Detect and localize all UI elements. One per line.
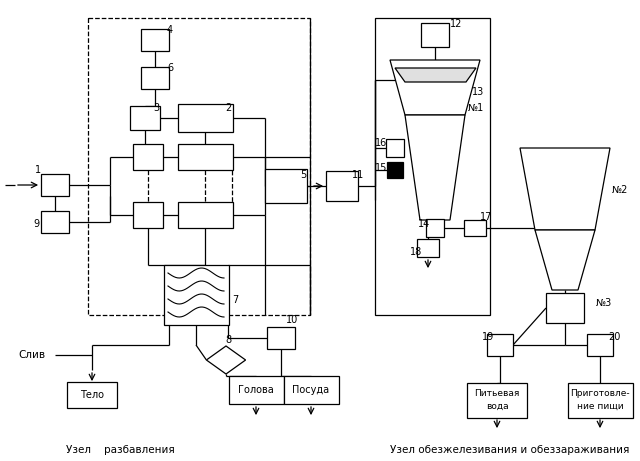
Bar — [587, 334, 613, 356]
Text: 7: 7 — [232, 295, 238, 305]
Text: 11: 11 — [352, 170, 364, 180]
Text: 9: 9 — [33, 219, 39, 229]
Polygon shape — [206, 346, 246, 374]
Bar — [88, 18, 310, 315]
Text: Посуда: Посуда — [292, 385, 330, 395]
Text: 6: 6 — [167, 63, 173, 73]
Bar — [464, 220, 486, 236]
Bar — [228, 376, 284, 404]
Bar — [141, 67, 169, 89]
Text: №2: №2 — [612, 185, 628, 195]
Text: Слив: Слив — [18, 350, 45, 360]
Text: 8: 8 — [225, 335, 231, 345]
Text: 19: 19 — [482, 332, 494, 342]
Bar — [41, 174, 69, 196]
Bar — [387, 162, 403, 178]
Text: №1: №1 — [468, 103, 484, 113]
Bar — [141, 29, 169, 51]
Polygon shape — [390, 60, 480, 115]
Text: 10: 10 — [286, 315, 298, 325]
Bar — [133, 144, 163, 170]
Bar — [568, 383, 632, 418]
Text: Узел    разбавления: Узел разбавления — [66, 445, 174, 455]
Bar — [421, 23, 449, 47]
Bar — [265, 169, 307, 203]
Bar — [41, 211, 69, 233]
Bar — [67, 382, 117, 408]
Text: Узел обезжелезивания и обеззараживания: Узел обезжелезивания и обеззараживания — [390, 445, 630, 455]
Text: 5: 5 — [300, 170, 307, 180]
Text: 15: 15 — [375, 163, 387, 173]
Polygon shape — [405, 115, 465, 220]
Bar — [164, 265, 229, 325]
Bar — [386, 139, 404, 157]
Text: 20: 20 — [608, 332, 620, 342]
Text: Приготовле-: Приготовле- — [570, 389, 630, 398]
Text: 16: 16 — [375, 138, 387, 148]
Bar — [546, 293, 584, 323]
Text: ние пищи: ние пищи — [577, 402, 623, 411]
Text: 17: 17 — [480, 212, 492, 222]
Polygon shape — [535, 230, 595, 290]
Text: 13: 13 — [472, 87, 484, 97]
Bar — [130, 106, 160, 130]
Bar — [426, 219, 444, 237]
Bar — [467, 383, 527, 418]
Bar — [417, 239, 439, 257]
Text: вода: вода — [486, 402, 508, 411]
Polygon shape — [520, 148, 610, 230]
Text: №3: №3 — [596, 298, 612, 308]
Bar — [177, 144, 232, 170]
Text: 2: 2 — [225, 103, 231, 113]
Bar — [375, 18, 490, 315]
Bar — [284, 376, 339, 404]
Text: 14: 14 — [418, 219, 430, 229]
Text: 1: 1 — [35, 165, 41, 175]
Polygon shape — [395, 68, 476, 82]
Text: Тело: Тело — [80, 390, 104, 400]
Text: Голова: Голова — [238, 385, 274, 395]
Bar — [133, 202, 163, 228]
Text: 3: 3 — [153, 103, 159, 113]
Text: Питьевая: Питьевая — [474, 389, 520, 398]
Bar — [487, 334, 513, 356]
Bar — [177, 202, 232, 228]
Bar — [267, 327, 295, 349]
Text: 18: 18 — [410, 247, 422, 257]
Bar — [177, 104, 232, 132]
Bar — [326, 171, 358, 201]
Text: 4: 4 — [167, 25, 173, 35]
Text: 12: 12 — [450, 19, 462, 29]
